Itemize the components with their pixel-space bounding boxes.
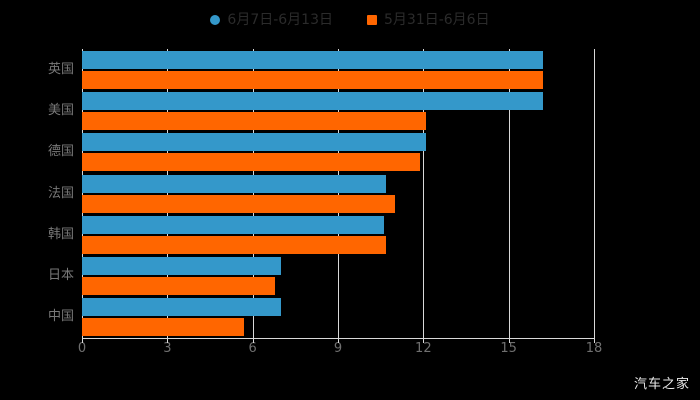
x-axis-tick-mark	[82, 338, 83, 343]
legend-item[interactable]: 5月31日-6月6日	[367, 13, 490, 27]
gridline	[167, 49, 169, 338]
bar[interactable]	[82, 133, 427, 152]
bar[interactable]	[82, 257, 282, 276]
bar[interactable]	[82, 277, 276, 296]
gridline	[82, 49, 83, 338]
x-axis-tick-label: 9	[333, 341, 343, 356]
square-icon	[367, 15, 377, 25]
bar[interactable]	[82, 111, 427, 130]
x-axis-tick-labels: 0 3 6 9 12 15 18	[0, 342, 700, 362]
y-axis-category-label: 英国	[47, 61, 74, 77]
x-axis-tick-mark	[508, 338, 510, 343]
bar[interactable]	[82, 194, 395, 213]
x-axis-tick-mark	[423, 338, 425, 343]
gridline	[508, 49, 510, 338]
legend-item[interactable]: 6月7日-6月13日	[210, 13, 333, 27]
bar-group	[82, 91, 594, 130]
gridline	[252, 49, 254, 338]
gridline	[423, 49, 425, 338]
y-axis-category-label: 中国	[47, 309, 74, 325]
bar[interactable]	[82, 91, 543, 110]
y-axis-category-label: 法国	[47, 185, 74, 201]
dot-icon	[210, 15, 221, 25]
y-axis-category-label: 日本	[47, 268, 74, 284]
bar-group	[82, 298, 594, 337]
gridline	[338, 49, 339, 338]
bar-group	[82, 174, 594, 213]
x-axis-tick-label: 18	[585, 341, 603, 356]
x-axis-tick-mark	[594, 338, 595, 343]
bar[interactable]	[82, 153, 421, 172]
bar-group	[82, 50, 594, 89]
x-axis-tick-mark	[338, 338, 339, 343]
gridline	[594, 49, 595, 338]
bar[interactable]	[82, 235, 387, 254]
x-axis-tick-label: 12	[415, 341, 432, 356]
chart-legend: 6月7日-6月13日 5月31日-6月6日	[0, 9, 700, 31]
x-axis-tick-label: 6	[248, 341, 257, 356]
bar-series-container	[82, 49, 594, 338]
plot-area	[82, 49, 595, 338]
bar[interactable]	[82, 174, 387, 193]
bar[interactable]	[82, 215, 384, 234]
watermark: 汽车之家	[633, 377, 690, 392]
y-axis-category-label: 美国	[47, 102, 74, 118]
x-axis-tick-label: 3	[163, 341, 172, 356]
bar-group	[82, 133, 594, 172]
x-axis-tick-mark	[167, 338, 169, 343]
bar-group	[82, 257, 594, 296]
x-gridlines	[82, 49, 595, 338]
y-axis-category-label: 韩国	[47, 226, 74, 242]
y-axis-category-labels: 英国美国德国法国韩国日本中国	[0, 49, 74, 338]
bar[interactable]	[82, 70, 543, 89]
x-axis-tick-label: 0	[77, 341, 87, 356]
bar[interactable]	[82, 298, 282, 317]
x-axis-tick-mark	[252, 338, 254, 343]
bar[interactable]	[82, 50, 543, 69]
bar-group	[82, 215, 594, 254]
legend-item-label: 5月31日-6月6日	[384, 12, 490, 28]
x-axis-tick-label: 15	[500, 341, 517, 356]
y-axis-category-label: 德国	[47, 144, 74, 160]
bar[interactable]	[82, 318, 245, 337]
legend-item-label: 6月7日-6月13日	[227, 12, 333, 28]
